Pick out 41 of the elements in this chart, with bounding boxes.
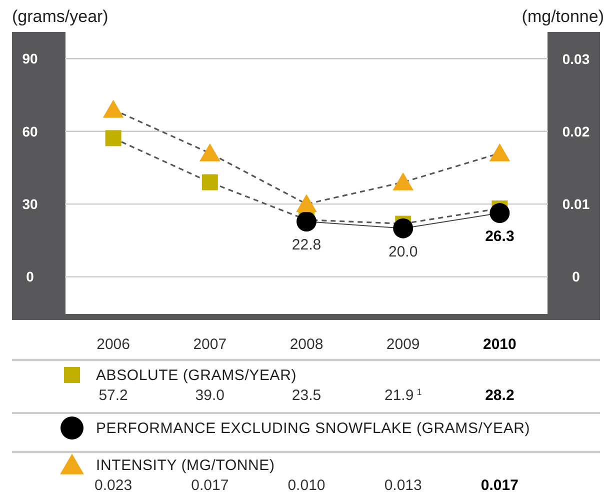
y2-tick-label: 0.01: [562, 196, 590, 212]
point: [490, 203, 510, 224]
data-label: 26.3: [485, 228, 514, 246]
x-tick-label: 2007: [193, 336, 227, 353]
y2-tick-label: 0: [572, 268, 580, 285]
point: [296, 212, 316, 232]
point: [392, 172, 414, 190]
point: [296, 194, 317, 212]
data-label: 0.013: [384, 477, 422, 494]
data-label: 0.017: [191, 477, 229, 494]
x-tick-label: 2006: [96, 336, 130, 353]
x-tick-label: 2010: [483, 336, 516, 353]
data-label: 0.023: [94, 477, 132, 494]
data-label: 0.010: [288, 477, 326, 494]
y-tick-label: 90: [22, 50, 38, 67]
data-label: 20.0: [388, 243, 418, 260]
y-axis-title: (grams/year): [12, 7, 108, 26]
data-label: 0.017: [480, 477, 518, 494]
data-label: 28.2: [485, 387, 514, 404]
y2-tick-label: 0.02: [562, 123, 590, 140]
data-label: 22.8: [292, 236, 322, 254]
y-tick-label: 60: [22, 123, 38, 140]
y2-axis-title: (mg/tonne): [522, 7, 604, 26]
point: [102, 100, 124, 118]
data-label: 21.9$^{1}$: [384, 387, 422, 404]
point: [489, 143, 510, 162]
data-label: 57.2: [98, 387, 128, 404]
point: [393, 218, 414, 238]
point: [202, 174, 218, 190]
legend-label: PERFORMANCE EXCLUDING SNOWFLAKE (GRAMS/YEAR): [96, 420, 530, 437]
x-tick-label: 2009: [386, 336, 420, 353]
point: [105, 130, 122, 146]
x-tick-label: 2008: [290, 336, 324, 353]
data-label: 39.0: [195, 387, 224, 404]
y2-tick-label: 0.03: [562, 50, 590, 67]
data-label: 23.5: [292, 387, 322, 404]
y-tick-label: 30: [22, 196, 38, 212]
legend-label: ABSOLUTE (GRAMS/YEAR): [96, 367, 297, 384]
legend-label: INTENSITY (MG/TONNE): [96, 457, 275, 474]
point: [199, 143, 220, 162]
y-tick-label: 0: [26, 268, 34, 285]
